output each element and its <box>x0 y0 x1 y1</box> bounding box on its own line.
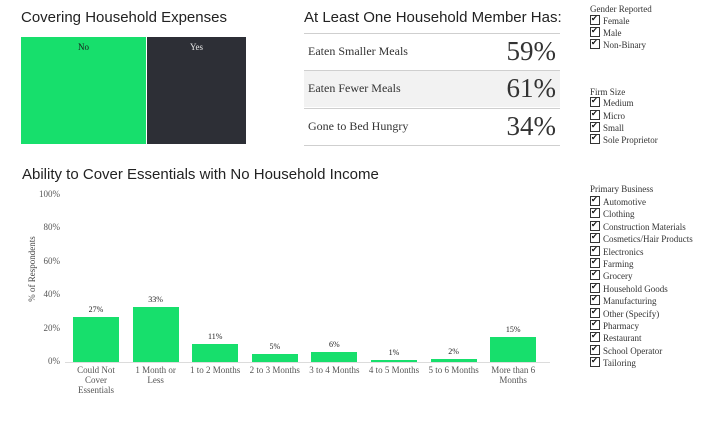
chart-bar[interactable] <box>430 358 477 362</box>
primary-business-filter-item[interactable]: Automotive <box>590 194 646 208</box>
checkbox-checked-icon[interactable] <box>590 120 600 132</box>
tile-yes[interactable]: Yes <box>147 37 246 144</box>
household-row-value: 59% <box>506 36 557 66</box>
chart-y-tick-label: 80% <box>43 222 61 233</box>
chart-category-label: 1 Month or Less <box>126 365 186 385</box>
covering-expenses-title: Covering Household Expenses <box>21 9 227 26</box>
checkbox-checked-icon[interactable] <box>590 355 600 368</box>
chart-y-tick-label: 60% <box>43 255 61 266</box>
gender-filter-item[interactable]: Non-Binary <box>590 37 646 51</box>
household-bottom-divider <box>304 145 560 146</box>
chart-category-label-line: 1 to 2 Months <box>190 365 241 375</box>
gender-filter-title: Gender Reported <box>590 4 652 14</box>
chart-bar[interactable] <box>132 306 179 362</box>
chart-bar[interactable] <box>251 353 298 362</box>
chart-category-label: 5 to 6 Months <box>424 365 484 375</box>
checkbox-checked-icon[interactable] <box>590 25 600 37</box>
chart-x-axis-line <box>65 362 550 363</box>
primary-business-filter-item[interactable]: Tailoring <box>590 355 636 369</box>
primary-business-filter-item[interactable]: Manufacturing <box>590 293 656 307</box>
firm-size-filter-item[interactable]: Medium <box>590 95 634 109</box>
chart-category-label: 1 to 2 Months <box>185 365 245 375</box>
chart-category-label: 2 to 3 Months <box>245 365 305 375</box>
chart-bar-value-label: 6% <box>329 339 340 349</box>
checkbox-checked-icon[interactable] <box>590 219 600 231</box>
chart-y-tick-label: 0% <box>48 356 60 366</box>
chart-bar[interactable] <box>311 351 358 362</box>
chart-category-label: More than 6 Months <box>483 365 543 385</box>
firm-size-filter-title: Firm Size <box>590 87 626 97</box>
checkbox-checked-icon[interactable] <box>590 281 600 293</box>
firm-size-filter-item[interactable]: Sole Proprietor <box>590 132 658 146</box>
household-row-value: 61% <box>506 73 557 103</box>
chart-category-label: 4 to 5 Months <box>364 365 424 375</box>
tile-no-label: No <box>78 42 89 52</box>
chart-category-label-line: Less <box>147 375 164 385</box>
tile-no[interactable]: No <box>21 37 146 144</box>
chart-category-label-line: 3 to 4 Months <box>309 365 360 375</box>
household-row-label: Gone to Bed Hungry <box>308 119 409 133</box>
checkbox-checked-icon[interactable] <box>590 306 600 318</box>
checkbox-checked-icon[interactable] <box>590 206 600 219</box>
chart-bar-value-label: 1% <box>388 348 400 358</box>
chart-bar-value-label: 33% <box>148 294 163 304</box>
household-row[interactable]: Gone to Bed Hungry 34% <box>304 108 560 145</box>
checkbox-checked-icon[interactable] <box>590 194 600 206</box>
chart-bar[interactable] <box>371 360 417 362</box>
chart-title: Ability to Cover Essentials with No Hous… <box>22 166 379 183</box>
chart-category-label-line: Cover <box>85 375 107 385</box>
household-row-label: Eaten Smaller Meals <box>308 44 408 58</box>
checkbox-checked-icon[interactable] <box>590 95 600 107</box>
chart-category-label-line: Months <box>499 375 527 385</box>
household-row-label: Eaten Fewer Meals <box>308 81 401 95</box>
primary-business-filter-title: Primary Business <box>590 184 654 194</box>
chart-category-label-line: Essentials <box>78 385 114 395</box>
chart-bar-value-label: 11% <box>208 331 223 341</box>
checkbox-checked-icon[interactable] <box>590 244 600 256</box>
chart-category-label: 3 to 4 Months <box>304 365 364 375</box>
primary-business-filter-item[interactable]: Other (Specify) <box>590 306 659 320</box>
checkbox-checked-icon[interactable] <box>590 256 600 268</box>
chart-category-label-line: Could Not <box>77 365 115 375</box>
primary-business-filter-item[interactable]: Cosmetics/Hair Products <box>590 231 693 245</box>
chart-bar-value-label: 2% <box>448 346 459 356</box>
chart-category-label-line: More than 6 <box>491 365 536 375</box>
checkbox-checked-icon[interactable] <box>590 108 600 120</box>
chart-category-label-line: 2 to 3 Months <box>249 365 300 375</box>
chart-category-label-line: 1 Month or <box>135 365 176 375</box>
primary-business-filter-item[interactable]: Electronics <box>590 244 643 258</box>
chart-y-tick-label: 20% <box>43 322 61 333</box>
checkbox-checked-icon[interactable] <box>590 231 600 244</box>
chart-bar-value-label: 5% <box>269 341 281 351</box>
chart-bar-value-label: 27% <box>88 304 104 314</box>
chart-y-tick-label: 100% <box>39 189 60 199</box>
checkbox-checked-icon[interactable] <box>590 318 600 330</box>
checkbox-checked-icon[interactable] <box>590 330 600 343</box>
household-row[interactable]: Eaten Fewer Meals 61% <box>304 70 560 107</box>
primary-business-filter-item[interactable]: Household Goods <box>590 281 668 295</box>
tile-yes-label: Yes <box>189 42 204 52</box>
chart-y-tick-label: 40% <box>43 289 61 300</box>
checkbox-checked-icon[interactable] <box>590 132 600 144</box>
primary-business-filter-item[interactable]: Construction Materials <box>590 219 686 233</box>
household-row[interactable]: Eaten Smaller Meals 59% <box>304 33 560 70</box>
chart-category-label-line: 5 to 6 Months <box>428 365 479 375</box>
chart-bar[interactable] <box>73 316 119 362</box>
checkbox-checked-icon[interactable] <box>590 293 600 306</box>
checkbox-checked-icon[interactable] <box>590 13 600 25</box>
chart-bar[interactable] <box>192 343 239 362</box>
checkbox-checked-icon[interactable] <box>590 343 600 355</box>
household-row-value: 34% <box>506 111 557 141</box>
chart-bar-value-label: 15% <box>505 324 521 334</box>
chart-category-label-line: 4 to 5 Months <box>368 365 420 375</box>
chart-category-label: Could Not Cover Essentials <box>66 365 126 395</box>
checkbox-checked-icon[interactable] <box>590 37 600 49</box>
chart-bar[interactable] <box>490 336 537 362</box>
household-member-title: At Least One Household Member Has: <box>304 9 562 26</box>
primary-business-filter-item[interactable]: School Operator <box>590 343 662 357</box>
checkbox-checked-icon[interactable] <box>590 268 600 281</box>
primary-business-filter-item[interactable]: Restaurant <box>590 330 642 344</box>
